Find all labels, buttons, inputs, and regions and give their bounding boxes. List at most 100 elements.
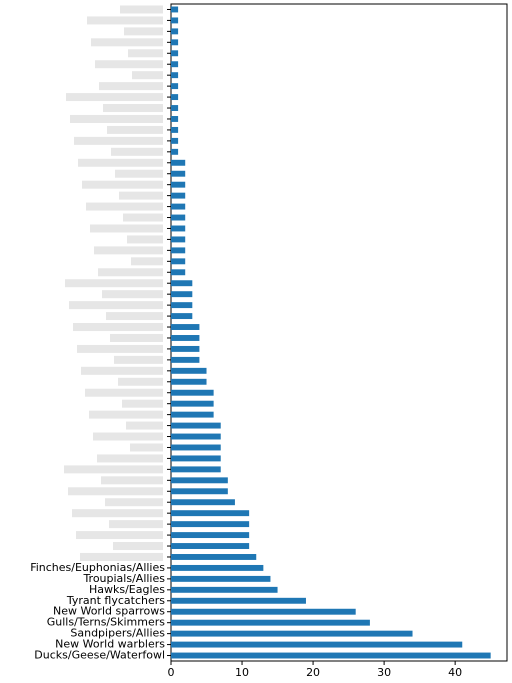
bar xyxy=(171,203,186,210)
bar xyxy=(171,510,250,517)
bar xyxy=(171,608,356,615)
illegible-label xyxy=(81,366,163,375)
illegible-label xyxy=(74,136,163,145)
bar xyxy=(171,433,221,440)
bar xyxy=(171,192,186,199)
illegible-label xyxy=(82,180,163,189)
bar xyxy=(171,280,193,287)
bar xyxy=(171,389,214,396)
bar xyxy=(171,159,186,166)
illegible-label xyxy=(90,224,163,233)
illegible-label xyxy=(132,71,163,80)
x-tick-label: 40 xyxy=(448,666,462,679)
bar xyxy=(171,39,179,46)
illegible-label xyxy=(70,114,163,123)
illegible-label xyxy=(102,290,163,299)
bar xyxy=(171,148,179,155)
illegible-label xyxy=(107,125,163,134)
bar xyxy=(171,521,250,528)
illegible-label xyxy=(119,191,163,200)
x-tick-label: 0 xyxy=(168,666,175,679)
bar xyxy=(171,543,250,549)
illegible-label xyxy=(72,509,163,518)
bar xyxy=(171,367,207,374)
bar xyxy=(171,50,179,57)
illegible-label xyxy=(131,257,163,266)
bar xyxy=(171,575,271,582)
bar xyxy=(171,499,235,506)
bar xyxy=(171,532,250,539)
bar xyxy=(171,477,228,484)
illegible-label xyxy=(91,38,163,47)
illegible-label xyxy=(98,268,163,277)
illegible-label xyxy=(118,377,163,386)
illegible-label xyxy=(69,301,163,310)
bar xyxy=(171,422,221,429)
illegible-label xyxy=(68,487,163,496)
bar xyxy=(171,28,179,35)
illegible-label xyxy=(64,465,163,474)
illegible-label xyxy=(89,410,163,419)
bar xyxy=(171,335,200,341)
y-tick-label: New World warblers xyxy=(55,638,165,651)
bar xyxy=(171,466,221,473)
illegible-label xyxy=(77,344,163,353)
illegible-label xyxy=(65,279,163,288)
bar xyxy=(171,247,186,254)
illegible-label xyxy=(124,27,163,36)
bar xyxy=(171,641,463,648)
illegible-label xyxy=(80,552,163,561)
illegible-label xyxy=(103,104,163,113)
bar xyxy=(171,269,186,276)
bar xyxy=(171,17,179,24)
bar xyxy=(171,126,179,133)
illegible-label xyxy=(86,202,163,211)
illegible-label xyxy=(123,213,163,222)
bar xyxy=(171,313,193,320)
bar xyxy=(171,597,306,604)
bar xyxy=(171,6,179,13)
bar xyxy=(171,488,228,495)
illegible-label xyxy=(73,323,163,332)
bar xyxy=(171,83,179,90)
illegible-label xyxy=(120,5,163,14)
bar xyxy=(171,652,491,659)
bar xyxy=(171,61,179,68)
bar xyxy=(171,236,186,243)
illegible-label xyxy=(78,158,163,167)
illegible-label xyxy=(128,49,163,58)
bar xyxy=(171,72,179,79)
y-tick-label: New World sparrows xyxy=(53,605,165,618)
bar xyxy=(171,302,193,309)
bar xyxy=(171,455,221,462)
illegible-label xyxy=(66,93,163,102)
bar xyxy=(171,94,179,101)
bar xyxy=(171,400,214,407)
y-tick-label: Hawks/Eagles xyxy=(89,583,165,596)
illegible-label xyxy=(109,520,163,529)
illegible-label xyxy=(122,399,163,408)
illegible-label xyxy=(110,333,163,342)
illegible-label xyxy=(106,312,163,321)
illegible-label xyxy=(130,443,163,452)
illegible-label xyxy=(93,432,163,441)
y-tick-label: Sandpipers/Allies xyxy=(70,627,165,640)
plot-frame xyxy=(170,3,508,662)
y-tick-label: Finches/Euphonias/Allies xyxy=(30,561,165,574)
bar xyxy=(171,258,186,265)
bar xyxy=(171,444,221,451)
illegible-label xyxy=(85,388,163,397)
x-tick-label: 20 xyxy=(306,666,320,679)
bar xyxy=(171,137,179,144)
bar xyxy=(171,324,200,330)
y-tick-label: Gulls/Terns/Skimmers xyxy=(47,616,166,629)
bar xyxy=(171,554,257,560)
illegible-label xyxy=(101,476,163,485)
illegible-label xyxy=(105,498,163,507)
illegible-label xyxy=(99,82,163,91)
bar xyxy=(171,586,278,593)
illegible-label xyxy=(111,147,163,156)
bar xyxy=(171,411,214,418)
